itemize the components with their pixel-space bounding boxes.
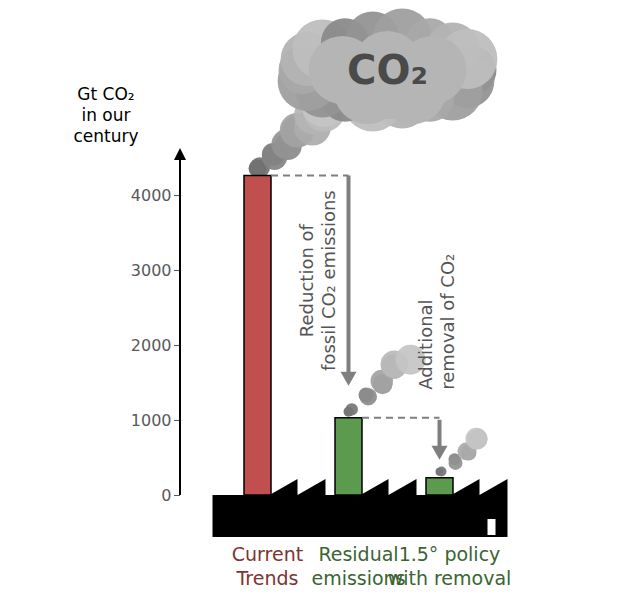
svg-text:fossil CO₂ emissions: fossil CO₂ emissions [318, 190, 339, 371]
svg-text:removal of CO₂: removal of CO₂ [437, 254, 458, 390]
svg-text:Trends: Trends [236, 567, 299, 589]
svg-text:Residual: Residual [318, 543, 398, 565]
svg-text:CO₂: CO₂ [347, 47, 428, 93]
svg-text:4000: 4000 [131, 186, 172, 205]
svg-text:century: century [73, 126, 138, 146]
svg-text:0: 0 [161, 486, 171, 505]
svg-text:Additional: Additional [415, 299, 436, 389]
svg-text:3000: 3000 [131, 261, 172, 280]
svg-text:Gt CO₂: Gt CO₂ [77, 84, 134, 104]
svg-text:1000: 1000 [131, 411, 172, 430]
svg-text:Reduction of: Reduction of [296, 223, 317, 337]
svg-text:emissions: emissions [311, 567, 406, 589]
svg-text:1.5° policy: 1.5° policy [399, 543, 501, 565]
svg-text:Current: Current [232, 543, 303, 565]
svg-text:in our: in our [81, 105, 130, 125]
svg-text:2000: 2000 [131, 336, 172, 355]
svg-text:with removal: with removal [388, 567, 512, 589]
